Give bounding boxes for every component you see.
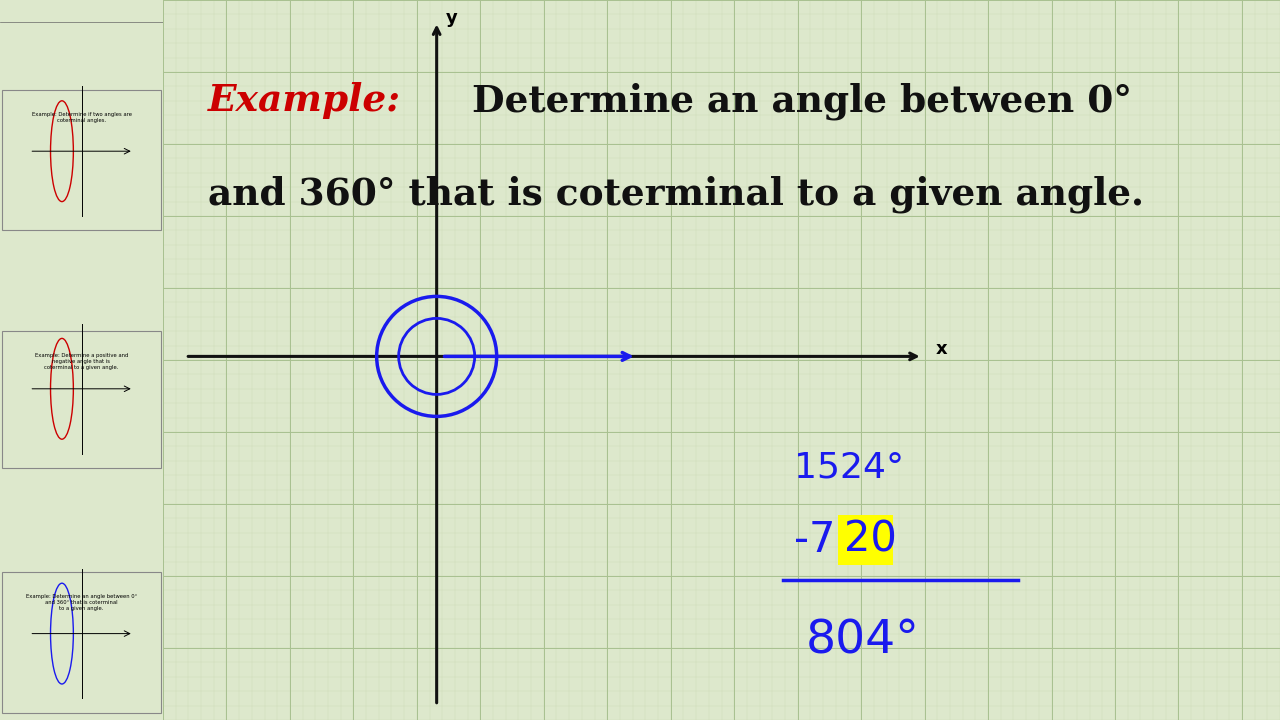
Bar	[1, 331, 161, 468]
Text: 20: 20	[844, 519, 896, 561]
Text: Example:: Example:	[207, 82, 401, 120]
Bar	[1, 572, 161, 713]
Bar	[1, 90, 161, 230]
Text: Example: Determine an angle between 0°
and 360° that is coterminal
to a given an: Example: Determine an angle between 0° a…	[26, 594, 137, 611]
Text: x: x	[936, 340, 947, 358]
Text: and 360° that is coterminal to a given angle.: and 360° that is coterminal to a given a…	[207, 176, 1144, 213]
Text: -7: -7	[794, 519, 836, 561]
Text: 804°: 804°	[805, 618, 919, 663]
Bar	[838, 515, 893, 565]
Text: Example: Determine a positive and
negative angle that is
coterminal to a given a: Example: Determine a positive and negati…	[35, 353, 128, 370]
Text: 1524°: 1524°	[794, 451, 904, 485]
Text: y: y	[445, 9, 457, 27]
Text: Determine an angle between 0°: Determine an angle between 0°	[460, 82, 1132, 120]
Text: Example: Determine if two angles are
coterminal angles.: Example: Determine if two angles are cot…	[32, 112, 132, 123]
